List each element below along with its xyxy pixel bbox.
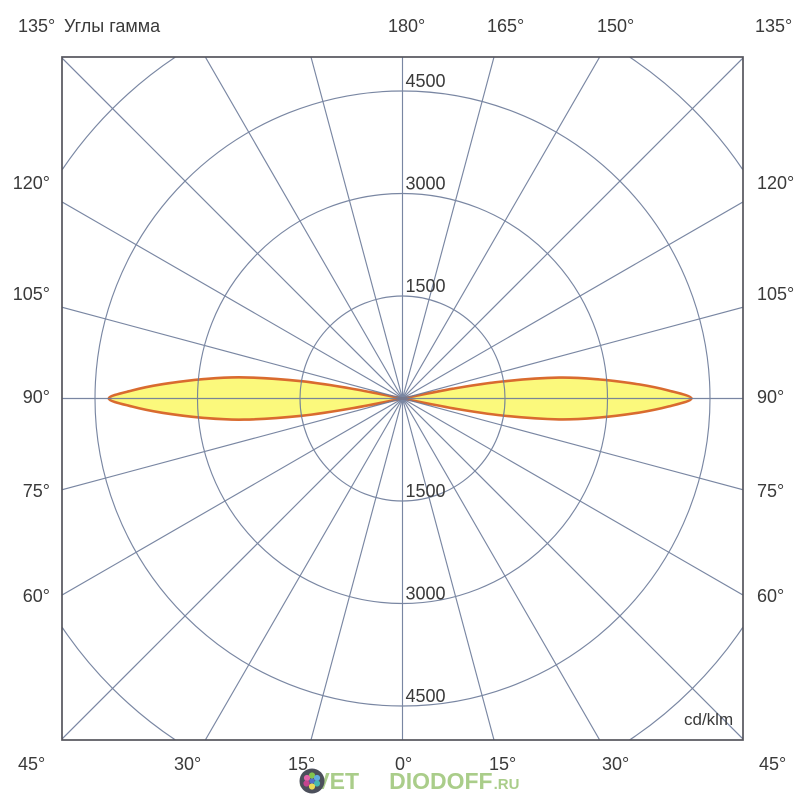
grid-spoke — [62, 306, 743, 491]
angle-label-bottom-0: 0° — [395, 754, 413, 774]
angle-label-top-135l: 135° — [18, 16, 56, 36]
angle-label-top-135r: 135° — [755, 16, 793, 36]
radial-tick-label: 4500 — [406, 71, 446, 91]
radial-tick-label: 3000 — [406, 174, 446, 194]
angle-label-left-75: 75° — [22, 481, 50, 501]
angle-label-right-60: 60° — [757, 586, 785, 606]
grid-ring — [94, 90, 711, 707]
grid-ring — [299, 295, 506, 502]
angle-label-left-90: 90° — [22, 387, 50, 407]
angle-label-bottom-45r: 45° — [759, 754, 787, 774]
angle-label-right-90: 90° — [757, 387, 785, 407]
watermark-logo-icon — [299, 768, 387, 795]
angle-label-top-150: 150° — [597, 16, 635, 36]
radial-tick-label: 1500 — [406, 481, 446, 501]
radial-tick-label: 3000 — [406, 584, 446, 604]
radial-tick-label: 1500 — [406, 276, 446, 296]
angle-label-right-75: 75° — [757, 481, 785, 501]
angle-label-bottom-30r: 30° — [602, 754, 630, 774]
watermark-tld: .RU — [493, 776, 520, 793]
radial-tick-label: 4500 — [406, 686, 446, 706]
page-title: Углы гамма — [64, 16, 161, 36]
angle-label-bottom-15l: 15° — [288, 754, 316, 774]
watermark: SVET DIODOFF .RU — [299, 768, 519, 795]
angle-label-top-165: 165° — [487, 16, 525, 36]
grid-ring — [196, 192, 609, 605]
unit-label: cd/klm — [684, 710, 734, 729]
angle-label-bottom-15r: 15° — [489, 754, 517, 774]
angle-label-right-105: 105° — [757, 284, 795, 304]
plot-border — [61, 56, 744, 741]
angle-label-left-60: 60° — [22, 586, 50, 606]
angle-label-right-120: 120° — [757, 173, 795, 193]
angle-label-left-120: 120° — [12, 173, 50, 193]
angle-label-bottom-45l: 45° — [18, 754, 46, 774]
angle-label-top-180: 180° — [388, 16, 426, 36]
angle-label-left-105: 105° — [12, 284, 50, 304]
angle-label-bottom-30l: 30° — [174, 754, 202, 774]
watermark-brand-right: DIODOFF — [389, 768, 493, 794]
